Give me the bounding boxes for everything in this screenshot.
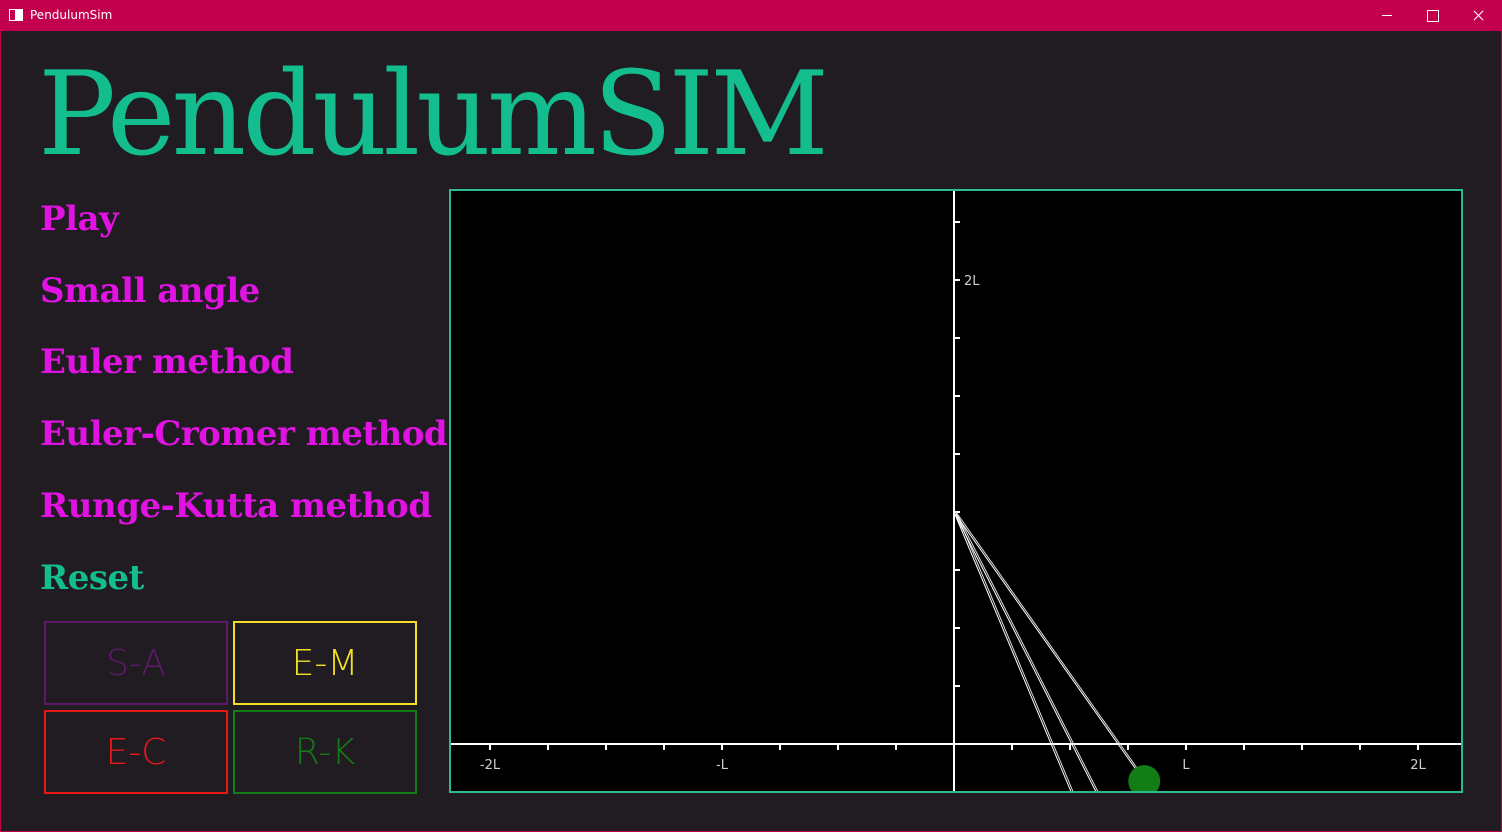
- toggle-euler-method-button[interactable]: E-M: [233, 621, 417, 705]
- toggle-runge-kutta-button[interactable]: R-K: [233, 710, 417, 794]
- pendulum-rod: [955, 511, 1147, 782]
- pendulum-bob: [1128, 765, 1161, 791]
- simulation-canvas[interactable]: -2L -L L 2L 2L: [449, 189, 1463, 793]
- x-tick-label: 2L: [1410, 758, 1426, 773]
- pendulum-rod: [953, 511, 1072, 791]
- maximize-icon[interactable]: [1409, 0, 1455, 31]
- euler-method-button[interactable]: Euler method: [40, 342, 294, 382]
- window-titlebar: PendulumSim: [0, 0, 1502, 31]
- pendulum-rod: [953, 511, 1145, 782]
- pendulum-rod: [955, 511, 1074, 791]
- minimize-icon[interactable]: [1364, 0, 1410, 31]
- x-tick-label: -L: [716, 758, 729, 773]
- x-tick-label: L: [1182, 758, 1190, 773]
- window-title: PendulumSim: [30, 8, 113, 22]
- pendulum-rod: [953, 511, 1097, 791]
- x-tick-label: -2L: [480, 758, 501, 773]
- toggle-euler-cromer-button[interactable]: E-C: [44, 710, 228, 794]
- y-tick-label: 2L: [964, 274, 980, 289]
- play-button[interactable]: Play: [40, 199, 119, 239]
- app-window-icon: [9, 9, 23, 21]
- close-icon[interactable]: [1455, 0, 1501, 31]
- runge-kutta-method-button[interactable]: Runge-Kutta method: [40, 486, 432, 526]
- app-title: PendulumSIM: [38, 47, 829, 182]
- toggle-small-angle-button[interactable]: S-A: [44, 621, 228, 705]
- pendulum-rod: [955, 511, 1099, 791]
- simulation-plot: -2L -L L 2L 2L: [451, 191, 1461, 791]
- reset-button[interactable]: Reset: [40, 558, 144, 598]
- euler-cromer-method-button[interactable]: Euler-Cromer method: [40, 414, 448, 454]
- small-angle-button[interactable]: Small angle: [40, 271, 260, 311]
